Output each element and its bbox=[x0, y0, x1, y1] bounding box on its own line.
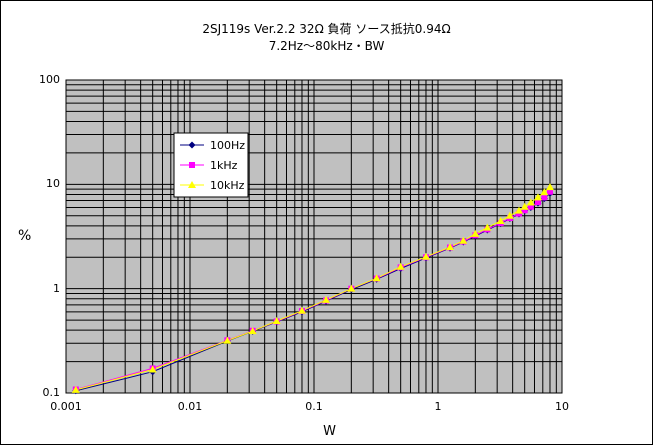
data-point-2 bbox=[540, 188, 549, 196]
data-point-2 bbox=[297, 306, 306, 314]
data-point-2 bbox=[148, 365, 157, 373]
x-tick-label: 1 bbox=[434, 400, 442, 413]
x-tick-label: 0.01 bbox=[177, 400, 203, 413]
legend-marker-0 bbox=[188, 141, 196, 149]
data-point-2 bbox=[396, 262, 405, 270]
data-point-2 bbox=[496, 217, 505, 225]
x-tick-label: 10 bbox=[555, 400, 569, 413]
data-point-1 bbox=[534, 199, 541, 206]
data-point-2 bbox=[545, 183, 554, 191]
data-point-2 bbox=[421, 252, 430, 260]
x-tick-label: 0.1 bbox=[305, 400, 323, 413]
data-point-1 bbox=[541, 194, 548, 201]
data-point-2 bbox=[514, 206, 523, 214]
data-point-2 bbox=[347, 284, 356, 292]
plot-border bbox=[65, 79, 563, 394]
data-point-1 bbox=[527, 203, 534, 210]
data-point-2 bbox=[459, 236, 468, 244]
legend-label-2: 10kHz bbox=[210, 179, 245, 192]
data-point-2 bbox=[322, 295, 331, 303]
chart-title: 2SJ119s Ver.2.2 32Ω 負荷 ソース抵抗0.94Ω bbox=[202, 22, 451, 36]
x-tick-label: 0.001 bbox=[50, 400, 82, 413]
y-tick-label: 0.1 bbox=[42, 386, 61, 399]
y-tick-label: 10 bbox=[46, 177, 60, 191]
y-tick-label: 1 bbox=[53, 281, 60, 295]
y-tick-label: 100 bbox=[39, 73, 60, 86]
data-point-2 bbox=[526, 198, 535, 206]
chart-subtitle: 7.2Hz～80kHz・BW bbox=[268, 39, 385, 53]
data-point-2 bbox=[71, 385, 80, 393]
legend-label-0: 100Hz bbox=[210, 139, 245, 152]
data-point-2 bbox=[223, 336, 232, 344]
data-point-2 bbox=[372, 274, 381, 282]
data-point-2 bbox=[446, 243, 455, 251]
data-point-2 bbox=[483, 223, 492, 231]
data-point-1 bbox=[521, 207, 528, 214]
data-point-2 bbox=[272, 316, 281, 324]
x-axis-title: W bbox=[323, 424, 336, 439]
y-axis-title: % bbox=[18, 228, 32, 244]
legend-label-1: 1kHz bbox=[210, 159, 238, 172]
data-point-2 bbox=[505, 211, 514, 219]
data-point-2 bbox=[248, 327, 257, 335]
legend-marker-1 bbox=[189, 162, 195, 168]
data-point-2 bbox=[520, 202, 529, 210]
data-point-2 bbox=[533, 193, 542, 201]
data-point-1 bbox=[546, 188, 553, 195]
data-point-2 bbox=[471, 229, 480, 237]
legend-marker-2 bbox=[188, 181, 196, 188]
